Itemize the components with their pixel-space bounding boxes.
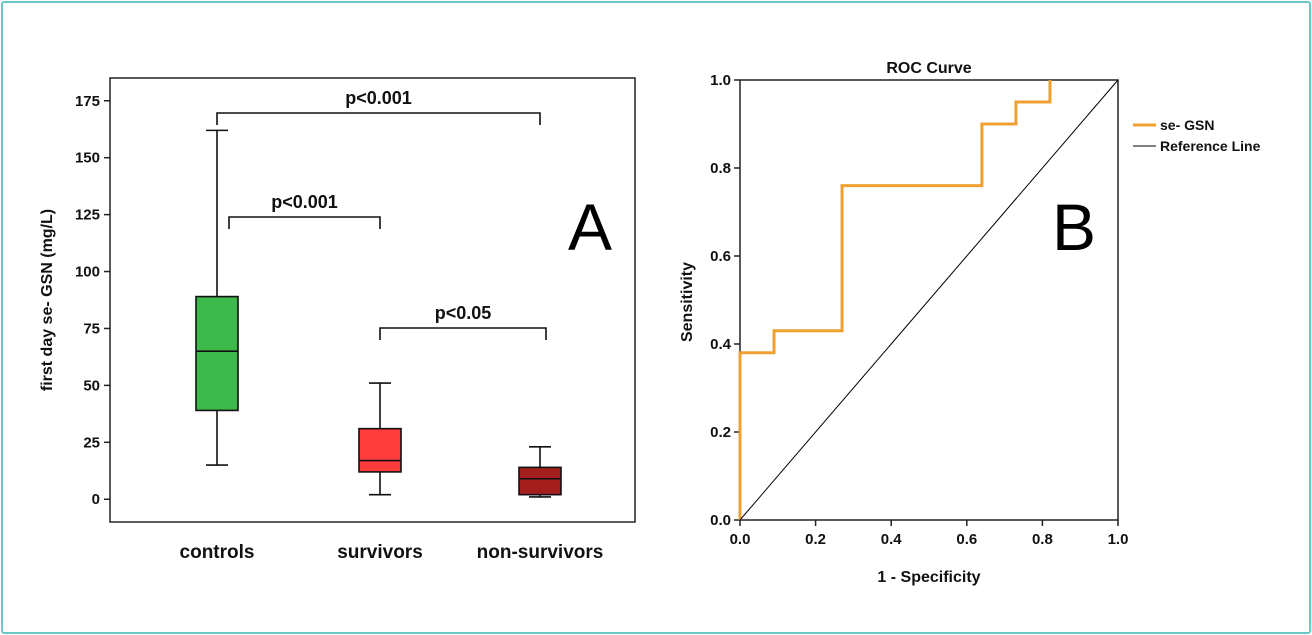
category-label-controls: controls <box>180 542 255 563</box>
panel-b-x-tick-label: 0.2 <box>805 531 826 548</box>
panel-b-y-tick-label: 0.0 <box>710 512 731 529</box>
panel-a-y-tick-label: 0 <box>92 491 100 508</box>
panel-b-x-tick-label: 0.6 <box>956 531 977 548</box>
category-label-non-survivors: non-survivors <box>477 542 604 563</box>
panel-a-y-tick-label: 50 <box>83 377 100 394</box>
panel-b-y-tick-label: 0.4 <box>710 336 732 353</box>
significance-bracket <box>379 327 547 340</box>
panel-b-y-tick-label: 0.8 <box>710 160 731 177</box>
panel-a-y-axis-label: first day se- GSN (mg/L) <box>39 209 56 391</box>
panel-b-x-tick-label: 1.0 <box>1108 531 1129 548</box>
significance-label: p<0.05 <box>435 303 492 323</box>
significance-bracket <box>216 112 541 125</box>
panel-b-plot-frame <box>739 79 1119 521</box>
panel-a-y-tick-label: 150 <box>75 150 100 167</box>
category-label-survivors: survivors <box>337 542 423 563</box>
reference-line <box>739 79 1119 521</box>
panel-b-y-tick-label: 0.2 <box>710 424 731 441</box>
box-controls <box>195 295 239 412</box>
significance-bracket <box>228 216 381 229</box>
panel-b-y-tick-label: 1.0 <box>710 72 731 89</box>
legend-label-reference-line: Reference Line <box>1160 138 1261 154</box>
box-non-survivors <box>518 466 562 496</box>
panel-a-boxplot: first day se- GSN (mg/L) A 0 25 50 75 100 125… <box>39 77 636 563</box>
box-survivors <box>358 427 402 473</box>
panel-b-letter: B <box>1052 190 1096 264</box>
panel-a-y-tick-label: 100 <box>75 264 100 281</box>
significance-label: p<0.001 <box>345 88 412 108</box>
panel-b-x-tick-label: 0.8 <box>1032 531 1053 548</box>
panel-a-y-tick-label: 125 <box>75 207 100 224</box>
panel-a-letter: A <box>568 190 612 264</box>
panel-a-plot-frame <box>109 77 636 523</box>
panel-a-y-tick-label: 175 <box>75 93 100 110</box>
panel-a-y-tick-label: 75 <box>83 320 100 337</box>
panel-b-y-axis-label: Sensitivity <box>679 262 696 342</box>
panel-b-title: ROC Curve <box>886 60 971 77</box>
panel-b-roc: ROC Curve 1 - Specificity Sensitivity B … <box>679 60 1261 586</box>
legend-label-se-gsn: se- GSN <box>1160 117 1214 133</box>
panel-b-x-tick-label: 0.4 <box>881 531 903 548</box>
significance-label: p<0.001 <box>271 192 338 212</box>
roc-curve-se-gsn <box>738 80 1052 520</box>
panel-b-x-axis-label: 1 - Specificity <box>877 569 980 586</box>
panel-b-x-tick-label: 0.0 <box>730 531 751 548</box>
panel-a-y-tick-label: 25 <box>83 434 100 451</box>
panel-b-y-tick-label: 0.6 <box>710 248 731 265</box>
